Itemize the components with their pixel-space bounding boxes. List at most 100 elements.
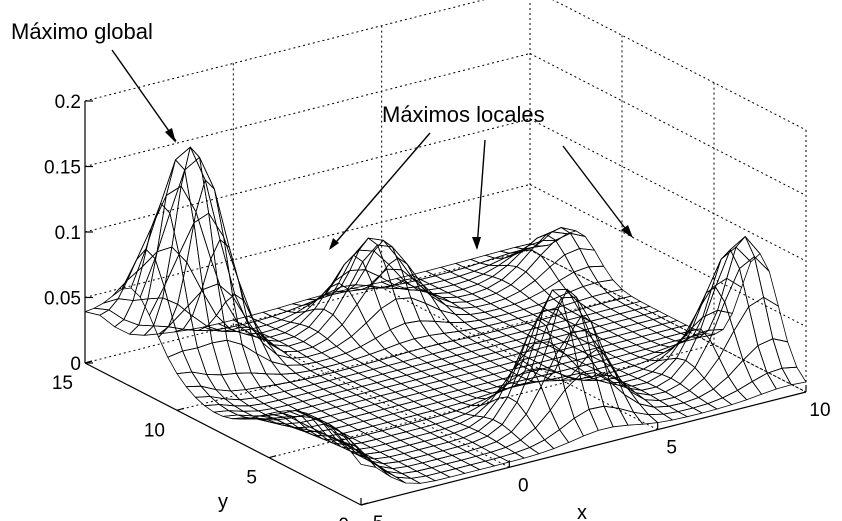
mesh-cell xyxy=(473,325,499,335)
mesh-cell xyxy=(399,436,425,446)
mesh-cell xyxy=(540,239,566,268)
mesh-cell xyxy=(433,385,459,395)
z-tick-label: 0.05 xyxy=(44,289,81,310)
mesh-cell xyxy=(593,330,619,340)
grid-line xyxy=(268,344,715,459)
mesh-cell xyxy=(226,339,252,374)
mesh-cell xyxy=(573,408,599,437)
y-axis-label: y xyxy=(218,491,228,513)
arrowhead-global xyxy=(165,128,176,143)
mesh-cell xyxy=(483,365,509,375)
mesh-cell xyxy=(381,468,406,484)
mesh-cell xyxy=(163,253,189,322)
mesh-cell xyxy=(187,289,213,349)
mesh-cell xyxy=(474,360,500,370)
mesh-cell xyxy=(217,283,243,345)
mesh-cell xyxy=(365,395,391,405)
mesh-cell xyxy=(241,344,267,375)
mesh-cell xyxy=(529,439,555,455)
mesh-cell xyxy=(648,413,673,424)
mesh-cell xyxy=(339,358,365,369)
mesh-cell xyxy=(668,402,694,413)
mesh-cell xyxy=(415,375,441,385)
arrowhead-local-3 xyxy=(621,225,633,238)
mesh-cell xyxy=(317,314,343,340)
mesh-cell xyxy=(361,438,387,448)
mesh-cell xyxy=(505,439,531,454)
mesh-cell xyxy=(394,387,420,398)
mesh-cell xyxy=(442,389,468,399)
x-tick-label: 5 xyxy=(666,438,677,459)
mesh-cell xyxy=(582,281,608,298)
mesh-cell xyxy=(555,232,580,256)
mesh-cell xyxy=(751,372,777,395)
mesh-cell xyxy=(375,329,400,350)
mesh-cell xyxy=(581,314,607,356)
grid-line xyxy=(529,249,807,393)
mesh-cell xyxy=(411,362,437,372)
mesh-cell xyxy=(469,311,495,321)
mesh-cell xyxy=(637,319,663,329)
mesh-cell xyxy=(310,366,335,377)
mesh-cell xyxy=(447,288,473,298)
mesh-cell xyxy=(601,299,626,310)
mesh-cell xyxy=(213,188,239,281)
mesh-cell xyxy=(559,417,584,443)
mesh-cell xyxy=(442,446,468,456)
mesh-cell xyxy=(674,390,699,404)
mesh-cell xyxy=(429,279,455,289)
y-tick-mark xyxy=(84,360,93,364)
grid-line xyxy=(84,118,531,233)
mesh-cell xyxy=(470,460,495,471)
mesh-cell xyxy=(539,336,565,347)
mesh-cell xyxy=(603,405,629,428)
mesh-cell xyxy=(351,434,377,444)
mesh-cell xyxy=(448,381,474,391)
mesh-cell xyxy=(407,462,433,472)
mesh-cell xyxy=(570,364,596,374)
mesh-cell xyxy=(93,298,119,311)
mesh-cell xyxy=(302,397,328,407)
mesh-cell xyxy=(372,421,398,432)
mesh-cell xyxy=(457,385,483,396)
mesh-cell xyxy=(350,399,376,409)
mesh-cell xyxy=(307,388,333,399)
mesh-cell xyxy=(641,332,667,342)
local-max-annotation: Máximos locales xyxy=(382,102,545,127)
mesh-cell xyxy=(409,384,435,394)
mesh-cell xyxy=(532,309,558,320)
mesh-cell xyxy=(463,377,489,387)
global-max-annotation: Máximo global xyxy=(11,19,153,44)
mesh-cell xyxy=(346,385,372,396)
mesh-cell xyxy=(401,470,427,479)
mesh-cell xyxy=(394,444,420,454)
mesh-cell xyxy=(459,364,485,374)
mesh-cell xyxy=(547,305,573,316)
mesh-cell xyxy=(326,398,352,408)
mesh-cell xyxy=(471,347,497,357)
mesh-cell xyxy=(336,336,362,354)
mesh-cell xyxy=(534,266,560,291)
mesh-cell xyxy=(484,308,510,318)
mesh-cell xyxy=(350,322,376,348)
z-tick-label: 0 xyxy=(70,354,81,375)
mesh-cell xyxy=(444,275,470,286)
mesh-cell xyxy=(376,378,402,388)
mesh-cell xyxy=(530,367,555,383)
mesh-cell xyxy=(692,403,718,414)
mesh-cell xyxy=(313,380,339,390)
mesh-cell xyxy=(588,265,614,283)
mesh-cell xyxy=(462,283,488,295)
mesh-cell xyxy=(398,401,424,411)
mesh-cell xyxy=(269,332,295,342)
mesh-cell xyxy=(341,394,367,404)
arrow-global-max xyxy=(111,49,177,142)
mesh-cell xyxy=(635,340,661,350)
mesh-cell xyxy=(454,372,480,383)
mesh-cell xyxy=(737,381,762,401)
mesh-cell xyxy=(108,298,134,321)
mesh-cell xyxy=(677,407,703,418)
mesh-cell xyxy=(341,303,367,337)
mesh-cell xyxy=(525,386,551,429)
